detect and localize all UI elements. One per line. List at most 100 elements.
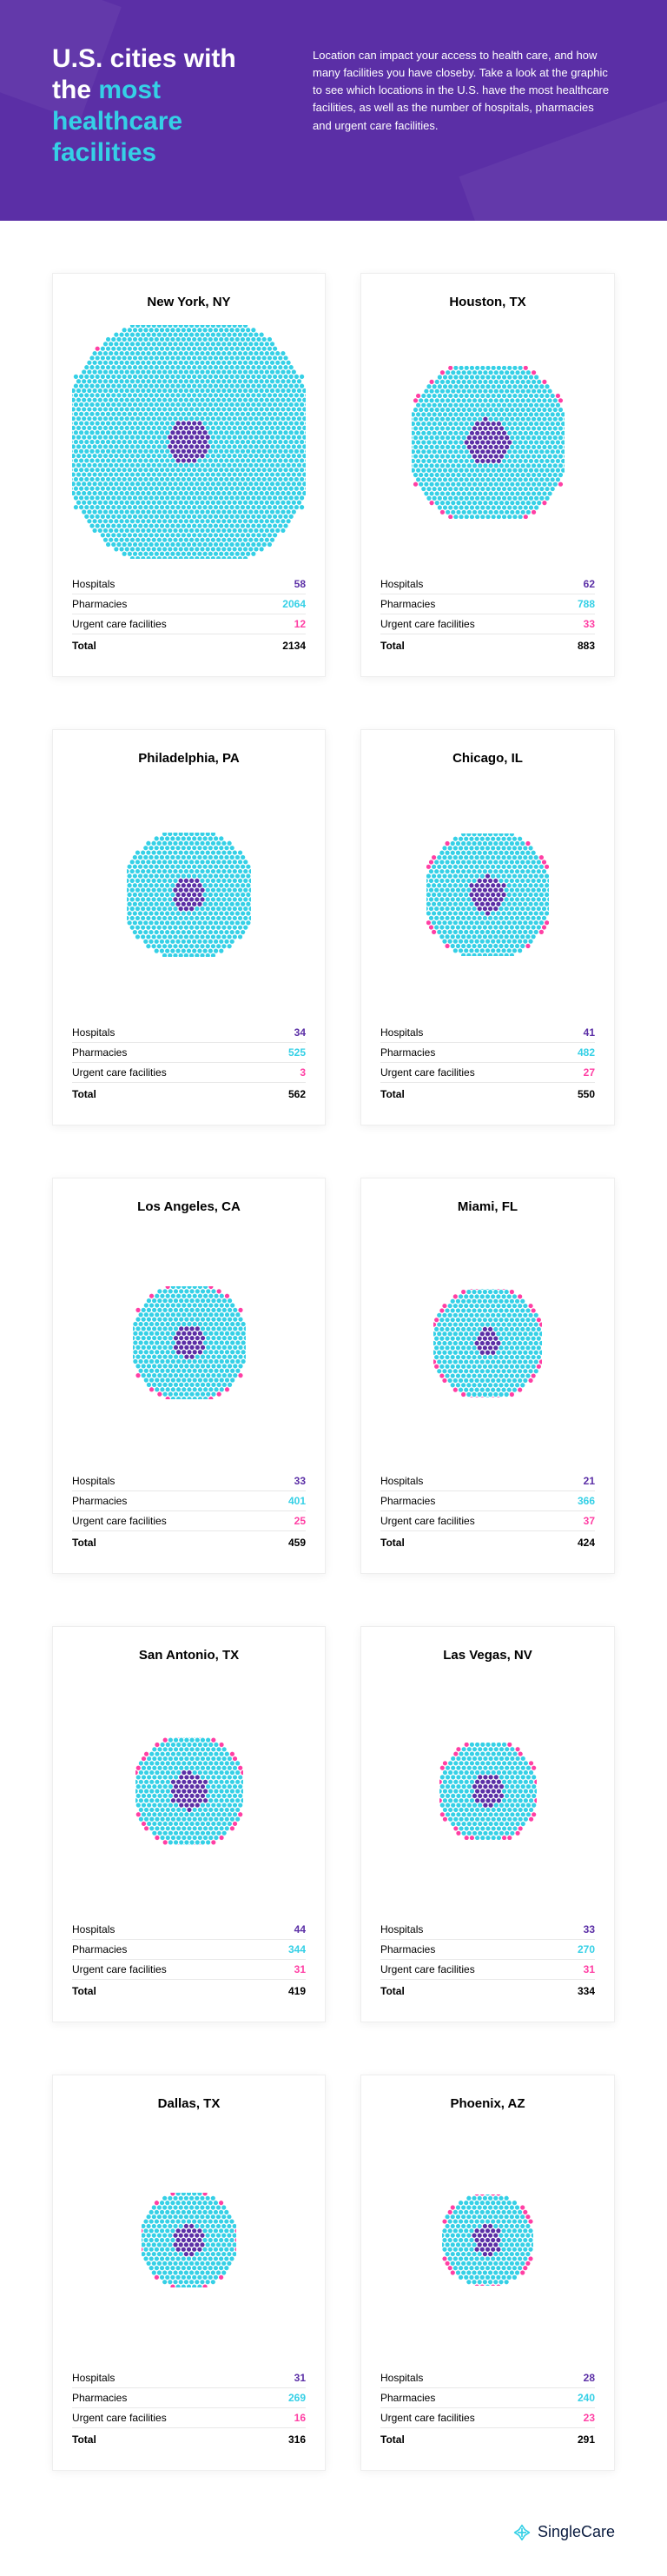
stat-value: 482: [578, 1046, 595, 1059]
dot-circle-chart: [142, 2193, 236, 2287]
stat-value: 23: [584, 2412, 595, 2424]
stat-label: Pharmacies: [72, 2392, 127, 2404]
stat-value: 27: [584, 1066, 595, 1079]
stat-label: Total: [72, 1537, 96, 1549]
stat-label: Total: [72, 640, 96, 652]
stat-value: 28: [584, 2372, 595, 2384]
stat-value: 58: [294, 578, 306, 590]
city-viz: [380, 781, 595, 1007]
stat-row-urgent: Urgent care facilities 23: [380, 2408, 595, 2428]
stat-value: 44: [294, 1923, 306, 1935]
stat-label: Hospitals: [72, 1475, 115, 1487]
stat-row-hospitals: Hospitals 33: [380, 1920, 595, 1940]
stat-row-hospitals: Hospitals31: [72, 2368, 306, 2388]
stat-label: Hospitals: [72, 1923, 115, 1935]
stat-value: 366: [578, 1495, 595, 1507]
stat-row-total: Total2134: [72, 634, 306, 655]
stat-row-urgent: Urgent care facilities 12: [72, 614, 306, 634]
stat-row-total: Total419: [72, 1980, 306, 2001]
city-name: Chicago, IL: [380, 751, 595, 766]
stat-row-hospitals: Hospitals34: [72, 1023, 306, 1043]
header-description: Location can impact your access to healt…: [313, 43, 615, 135]
city-card: San Antonio, TXHospitals44Pharmacies344U…: [52, 1626, 326, 2022]
city-viz: [380, 1678, 595, 1904]
stat-row-hospitals: Hospitals21: [380, 1471, 595, 1491]
stat-value: 550: [578, 1088, 595, 1100]
title-accent-2: healthcare facilities: [52, 106, 278, 169]
stat-label: Pharmacies: [72, 1943, 127, 1955]
stat-label: Urgent care facilities: [72, 1066, 167, 1079]
stat-value: 31: [584, 1963, 595, 1975]
stat-label: Total: [380, 640, 405, 652]
stat-label: Urgent care facilities: [72, 2412, 167, 2424]
stat-value: 31: [294, 1963, 306, 1975]
stat-value: 316: [288, 2433, 306, 2446]
city-stats: Hospitals21 Pharmacies 366 Urgent care faci…: [380, 1471, 595, 1552]
stat-row-pharmacies: Pharmacies270: [380, 1940, 595, 1960]
dot-circle-chart: [412, 366, 565, 519]
stat-label: Urgent care facilities: [380, 1066, 475, 1079]
city-card: Houston, TXHospitals62Pharmacies788Urgen…: [360, 273, 615, 677]
city-viz: [380, 2127, 595, 2353]
city-name: Houston, TX: [380, 295, 595, 309]
city-name: New York, NY: [72, 295, 306, 309]
title-accent-1: most: [98, 76, 161, 104]
city-name: Los Angeles, CA: [72, 1199, 306, 1214]
stat-value: 33: [584, 618, 595, 630]
stat-label: Urgent care facilities: [380, 2412, 475, 2424]
city-stats: Hospitals62Pharmacies788Urgent care faci…: [380, 574, 595, 655]
stat-value: 12: [294, 618, 306, 630]
stat-value: 883: [578, 640, 595, 652]
dot-circle-chart: [127, 833, 251, 957]
stat-value: 2064: [282, 598, 306, 610]
city-card: Chicago, IL Hospitals41 Pharmacies 482 Urgen…: [360, 729, 615, 1125]
stat-row-pharmacies: Pharmacies401: [72, 1491, 306, 1511]
stat-value: 33: [584, 1923, 595, 1935]
stat-label: Total: [380, 1088, 405, 1100]
stat-row-pharmacies: Pharmacies 525: [72, 1043, 306, 1063]
stat-row-hospitals: Hospitals58: [72, 574, 306, 594]
stat-label: Hospitals: [380, 1923, 423, 1935]
city-stats: Hospitals58 Pharmacies 2064 Urgent care fac…: [72, 574, 306, 655]
stat-label: Total: [72, 1088, 96, 1100]
stat-row-pharmacies: Pharmacies 482: [380, 1043, 595, 1063]
stat-row-total: Total 562: [72, 1083, 306, 1104]
stat-value: 62: [584, 578, 595, 590]
stat-label: Pharmacies: [380, 1046, 435, 1059]
stat-row-urgent: Urgent care facilities37: [380, 1511, 595, 1531]
stat-value: 562: [288, 1088, 306, 1100]
city-card: Los Angeles, CA Hospitals 33 Pharmacies401 U…: [52, 1178, 326, 1574]
stat-label: Total: [380, 1985, 405, 1997]
stat-row-hospitals: Hospitals 62: [380, 574, 595, 594]
stat-label: Urgent care facilities: [72, 1515, 167, 1527]
stat-value: 269: [288, 2392, 306, 2404]
stat-label: Pharmacies: [380, 1495, 435, 1507]
city-stats: Hospitals44Pharmacies344Urgent care faci…: [72, 1920, 306, 2001]
page-title: U.S. cities with the most healthcare fac…: [52, 43, 278, 169]
stat-row-hospitals: Hospitals28: [380, 2368, 595, 2388]
city-name: Phoenix, AZ: [380, 2096, 595, 2111]
stat-label: Total: [380, 2433, 405, 2446]
stat-value: 25: [294, 1515, 306, 1527]
stat-row-urgent: Urgent care facilities31: [72, 1960, 306, 1980]
city-stats: Hospitals31 Pharmacies 269 Urgent care faci…: [72, 2368, 306, 2449]
stat-value: 31: [294, 2372, 306, 2384]
stat-label: Pharmacies: [380, 598, 435, 610]
stat-row-total: Total424: [380, 1531, 595, 1552]
city-card: Miami, FLHospitals21Pharmacies366Urgent …: [360, 1178, 615, 1574]
stat-row-hospitals: Hospitals41: [380, 1023, 595, 1043]
footer: SingleCare: [0, 2506, 667, 2576]
stat-label: Pharmacies: [72, 1495, 127, 1507]
stat-value: 33: [294, 1475, 306, 1487]
stat-row-total: Total 550: [380, 1083, 595, 1104]
stat-value: 270: [578, 1943, 595, 1955]
dot-circle-chart: [72, 325, 306, 559]
stat-label: Hospitals: [380, 578, 423, 590]
stat-value: 3: [300, 1066, 306, 1079]
stat-label: Pharmacies: [72, 1046, 127, 1059]
stat-value: 525: [288, 1046, 306, 1059]
city-viz: [72, 325, 306, 559]
stat-label: Urgent care facilities: [72, 618, 167, 630]
stat-label: Pharmacies: [72, 598, 127, 610]
stat-row-hospitals: Hospitals 33: [72, 1471, 306, 1491]
